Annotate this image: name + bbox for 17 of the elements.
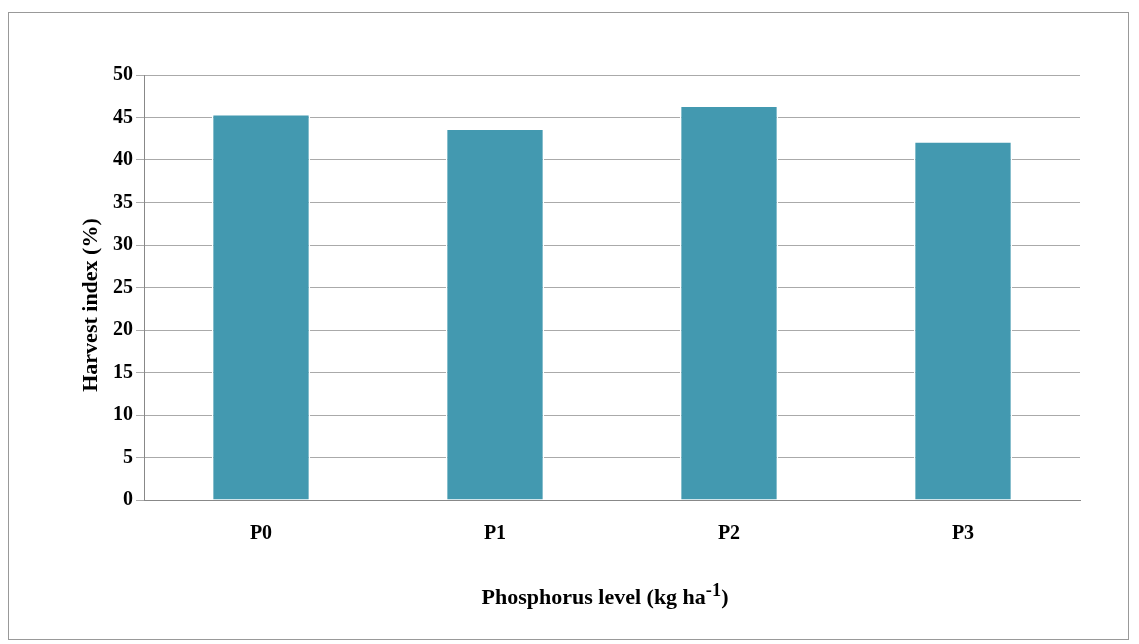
y-tick-label: 45 — [113, 104, 133, 127]
y-tick-label: 0 — [123, 487, 133, 510]
x-tick-label: P0 — [249, 521, 273, 544]
y-tick-label: 15 — [113, 359, 133, 382]
x-tick-label: P3 — [951, 521, 975, 544]
y-tick-label: 10 — [113, 402, 133, 425]
y-tick-label: 30 — [113, 232, 133, 255]
y-axis-title: Harvest index (%) — [77, 218, 103, 392]
y-tick-label: 35 — [113, 189, 133, 212]
y-tick-label: 20 — [113, 317, 133, 340]
y-tick-label: 25 — [113, 274, 133, 297]
y-tick-label: 50 — [113, 62, 133, 85]
x-axis-title: Phosphorus level (kg ha$^{-1}$) — [480, 580, 730, 611]
y-tick-label: 40 — [113, 147, 133, 170]
x-tick-label: P1 — [483, 521, 507, 544]
y-tick-label: 5 — [123, 444, 133, 467]
x-tick-label: P2 — [717, 521, 741, 544]
